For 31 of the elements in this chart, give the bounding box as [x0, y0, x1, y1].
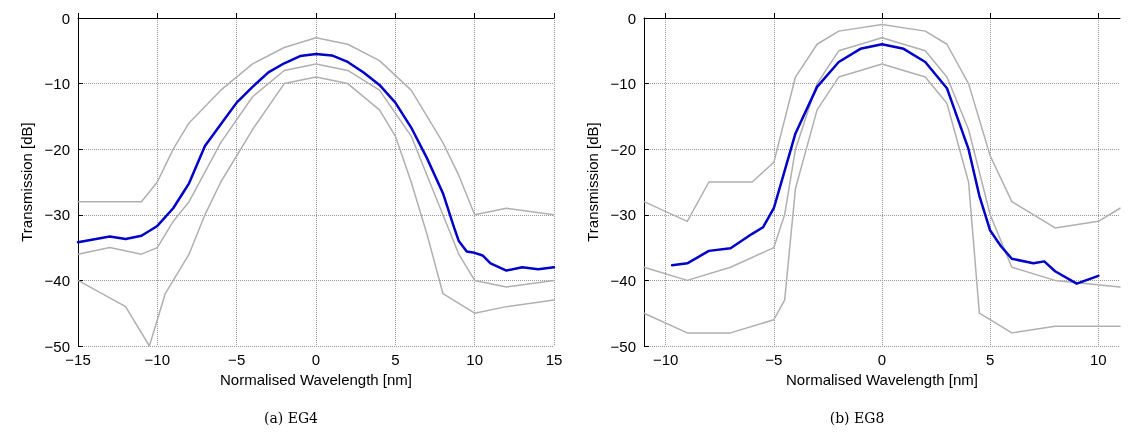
- x-axis-title: Normalised Wavelength [nm]: [219, 370, 413, 388]
- y-tick-label: 0: [627, 9, 636, 27]
- x-tick-label: 15: [545, 351, 563, 368]
- x-tick-label: 5: [986, 351, 995, 368]
- x-tick-label: −5: [765, 351, 783, 368]
- line-series: [643, 23, 1121, 229]
- y-axis-title: Transmission [dB]: [583, 122, 601, 242]
- x-tick-label: 0: [877, 351, 887, 368]
- y-tick-label: −30: [610, 206, 636, 224]
- line-series: [643, 63, 1121, 334]
- y-tick-label: −40: [44, 271, 70, 289]
- x-tick-label: −5: [228, 351, 246, 368]
- y-tick-label: 0: [61, 9, 70, 27]
- y-axis-title: Transmission [dB]: [17, 122, 35, 242]
- text: (b) EG8: [829, 410, 885, 426]
- y-tick-label: −20: [44, 140, 70, 158]
- x-axis-title: Normalised Wavelength [nm]: [785, 370, 979, 388]
- y-tick-label: −10: [610, 75, 636, 93]
- y-tick-label: −40: [610, 271, 636, 289]
- x-tick-label: 10: [466, 351, 484, 368]
- y-tick-label: −20: [610, 140, 636, 158]
- y-tick-label: −30: [44, 206, 70, 224]
- y-tick-label: −50: [610, 337, 636, 355]
- x-tick-label: −10: [144, 351, 171, 368]
- text: (a) EG4: [263, 410, 319, 426]
- y-tick-label: −10: [44, 75, 70, 93]
- x-tick-label: −10: [652, 351, 679, 368]
- x-tick-label: 0: [311, 351, 321, 368]
- line-series: [77, 36, 555, 216]
- x-tick-label: 5: [391, 351, 400, 368]
- x-tick-label: 10: [1090, 351, 1107, 368]
